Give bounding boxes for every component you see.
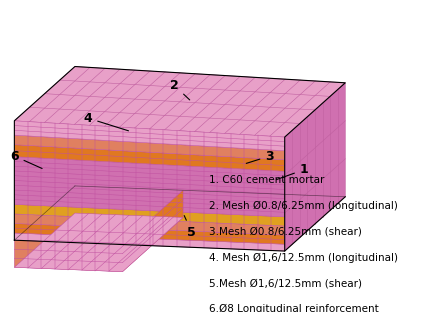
Polygon shape xyxy=(14,223,285,244)
Polygon shape xyxy=(14,214,285,235)
Polygon shape xyxy=(14,135,285,160)
Text: 2. Mesh Ø0.8/6.25mm (longitudinal): 2. Mesh Ø0.8/6.25mm (longitudinal) xyxy=(209,201,398,211)
Text: 3: 3 xyxy=(246,149,274,163)
Text: 4: 4 xyxy=(84,112,129,131)
Text: 6: 6 xyxy=(10,149,42,168)
Polygon shape xyxy=(14,145,285,171)
Text: 1: 1 xyxy=(276,163,308,180)
Polygon shape xyxy=(285,83,345,251)
Polygon shape xyxy=(14,233,285,251)
Text: 4. Mesh Ø1,6/12.5mm (longitudinal): 4. Mesh Ø1,6/12.5mm (longitudinal) xyxy=(209,252,398,263)
Text: 5.Mesh Ø1,6/12.5mm (shear): 5.Mesh Ø1,6/12.5mm (shear) xyxy=(209,278,362,288)
Polygon shape xyxy=(14,66,345,137)
Polygon shape xyxy=(14,213,183,272)
Polygon shape xyxy=(14,204,285,226)
Polygon shape xyxy=(14,157,285,217)
Text: 5: 5 xyxy=(184,216,196,239)
Text: 2: 2 xyxy=(170,79,190,100)
Polygon shape xyxy=(14,121,285,151)
Text: 1. C60 cement mortar: 1. C60 cement mortar xyxy=(209,175,324,185)
Text: 3.Mesh Ø0.8/6.25mm (shear): 3.Mesh Ø0.8/6.25mm (shear) xyxy=(209,227,362,236)
Text: 6.Ø8 Longitudinal reinforcement: 6.Ø8 Longitudinal reinforcement xyxy=(209,304,379,312)
Polygon shape xyxy=(122,190,183,272)
Polygon shape xyxy=(14,240,122,272)
